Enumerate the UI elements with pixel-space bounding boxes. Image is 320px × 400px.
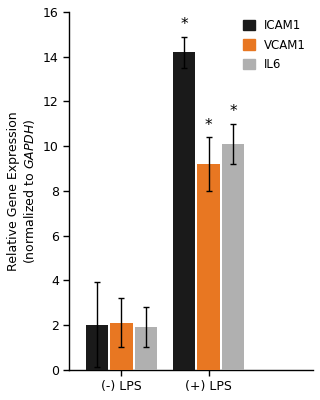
Bar xyxy=(197,164,220,370)
Bar xyxy=(86,325,108,370)
Text: *: * xyxy=(205,118,212,133)
Bar xyxy=(134,327,157,370)
Bar xyxy=(110,323,133,370)
Legend: ICAM1, VCAM1, IL6: ICAM1, VCAM1, IL6 xyxy=(238,14,311,76)
Text: *: * xyxy=(229,104,237,119)
Y-axis label: Relative Gene Expression
(normalized to $\it{GAPDH}$): Relative Gene Expression (normalized to … xyxy=(7,111,37,271)
Text: *: * xyxy=(180,17,188,32)
Bar xyxy=(222,144,244,370)
Bar xyxy=(173,52,196,370)
